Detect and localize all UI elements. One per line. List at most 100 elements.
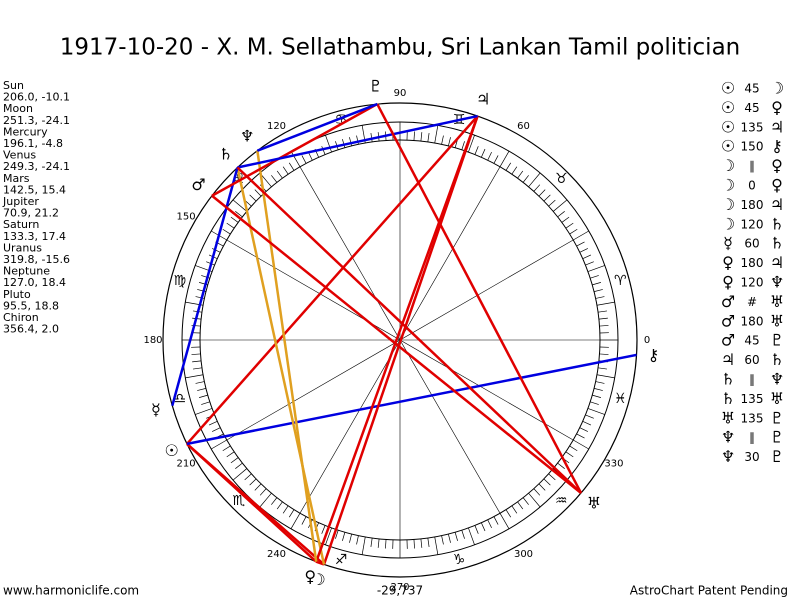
degree-tick: [435, 125, 438, 143]
degree-tick: [577, 434, 585, 438]
degree-tick: [227, 223, 234, 228]
degree-tick: [481, 523, 485, 531]
degree-label: 60: [517, 121, 530, 132]
aspect-planet-b: ♄: [770, 214, 784, 233]
aspect-planet-b: ♅: [770, 389, 784, 408]
aspect-planet-a: ☽: [721, 156, 735, 175]
aspect-planet-a: ♂: [721, 331, 735, 350]
sign-glyph: ♈: [614, 273, 627, 289]
aspect-planet-b: ☽: [770, 79, 784, 98]
degree-tick: [590, 402, 599, 405]
aspect-planet-b: ♀: [771, 176, 783, 195]
degree-tick: [211, 440, 227, 449]
degree-tick: [185, 375, 203, 378]
degree-tick: [421, 539, 422, 548]
aspect-type: 120: [741, 276, 764, 290]
degree-tick: [302, 155, 306, 163]
degree-tick: [573, 231, 589, 240]
degree-tick: [231, 217, 238, 222]
degree-tick: [212, 428, 220, 432]
aspect-type: 180: [741, 256, 764, 270]
aspect-type: 135: [741, 120, 764, 134]
chart-title: 1917-10-20 - X. M. Sellathambu, Sri Lank…: [60, 35, 741, 61]
degree-tick: [592, 395, 601, 397]
degree-tick: [529, 173, 541, 187]
aspect-planet-a: ♆: [721, 428, 735, 447]
degree-tick: [475, 525, 478, 533]
degree-tick: [512, 167, 517, 174]
degree-tick: [597, 375, 615, 378]
aspect-planet-a: ♄: [721, 370, 735, 389]
degree-tick: [199, 395, 208, 397]
aspect-planet-a: ♀: [722, 273, 734, 292]
degree-tick: [523, 498, 529, 505]
aspect-planet-b: ♆: [770, 370, 784, 389]
degree-tick: [260, 489, 266, 496]
sign-glyph: ♍: [173, 273, 186, 289]
degree-tick: [271, 175, 277, 182]
degree-label: 120: [267, 121, 286, 132]
degree-tick: [250, 479, 256, 485]
aspect-planet-b: ♄: [770, 350, 784, 369]
degree-tick: [523, 175, 529, 182]
aspect-planet-b: ♅: [770, 311, 784, 330]
degree-tick: [594, 289, 603, 291]
aspect-planet-b: ♆: [770, 273, 784, 292]
degree-tick: [255, 484, 261, 490]
degree-tick: [468, 528, 474, 545]
planet-glyph: ☉: [165, 441, 179, 460]
aspect-type: 120: [741, 217, 764, 231]
planet-glyph: ♅: [587, 493, 601, 512]
aspect-planet-a: ☉: [721, 98, 735, 117]
degree-tick: [585, 415, 593, 418]
aspect-planet-a: ☉: [721, 79, 735, 98]
degree-tick: [558, 211, 565, 217]
degree-tick: [378, 539, 379, 548]
aspect-type: 135: [741, 411, 764, 425]
degree-tick: [597, 302, 615, 305]
sign-glyph: ♐: [335, 552, 348, 568]
degree-tick: [428, 538, 429, 547]
degree-tick: [442, 136, 444, 145]
degree-tick: [448, 534, 450, 543]
aspect-type: 45: [744, 101, 759, 115]
degree-tick: [342, 532, 344, 541]
degree-tick: [544, 195, 550, 201]
degree-tick: [289, 163, 294, 171]
aspect-type: 180: [741, 314, 764, 328]
degree-tick: [197, 388, 206, 390]
degree-tick: [250, 195, 256, 201]
degree-tick: [506, 510, 511, 518]
degree-tick: [518, 171, 523, 178]
degree-tick: [193, 368, 202, 369]
aspect-planet-b: ♇: [770, 331, 784, 350]
aspect-type: 60: [744, 237, 759, 251]
degree-tick: [599, 318, 608, 319]
aspect-planet-b: ♇: [770, 408, 784, 427]
aspect-planet-a: ♆: [721, 447, 735, 466]
aspect-type: 150: [741, 140, 764, 154]
aspect-planet-a: ☉: [721, 117, 735, 136]
aspect-planet-a: ♂: [721, 292, 735, 311]
aspect-type: 30: [744, 450, 759, 464]
degree-tick: [534, 489, 540, 496]
aspect-planet-a: ♃: [721, 350, 735, 369]
degree-tick: [488, 520, 492, 528]
degree-tick: [600, 325, 609, 326]
degree-tick: [414, 540, 415, 549]
aspect-type: 180: [741, 198, 764, 212]
aspect-planet-a: ☽: [721, 214, 735, 233]
aspect-planet-a: ♀: [722, 253, 734, 272]
degree-tick: [289, 510, 294, 518]
degree-tick: [277, 502, 282, 509]
degree-tick: [512, 506, 517, 513]
aspect-planet-b: ♄: [770, 234, 784, 253]
patent-note: AstroChart Patent Pending: [630, 584, 788, 598]
site-link[interactable]: www.harmoniclife.com: [3, 584, 139, 598]
degree-tick: [588, 408, 605, 414]
degree-tick: [488, 152, 492, 160]
degree-tick: [192, 354, 201, 355]
degree-tick: [414, 132, 415, 141]
planet-glyph: ♄: [219, 145, 233, 164]
aspect-planet-a: ☉: [721, 137, 735, 156]
